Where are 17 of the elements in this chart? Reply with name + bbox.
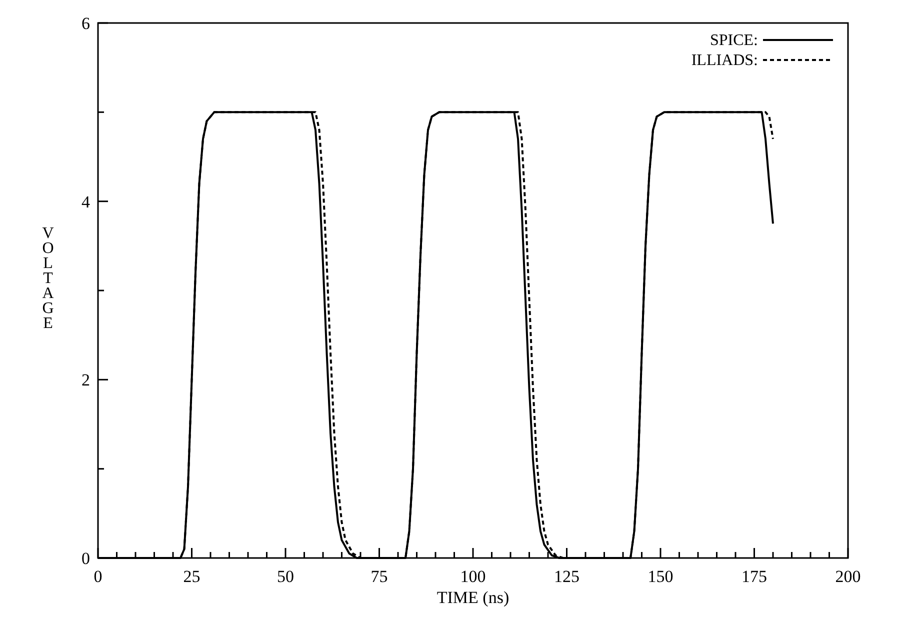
x-tick-label: 100: [460, 567, 486, 586]
legend-label: ILLIADS:: [691, 52, 758, 69]
x-tick-label: 50: [277, 567, 294, 586]
y-tick-label: 0: [82, 549, 90, 568]
y-axis-title: VOLTAGE: [42, 225, 54, 332]
x-axis-title: TIME (ns): [436, 588, 510, 607]
y-tick-label: 2: [82, 370, 90, 390]
x-tick-label: 200: [835, 567, 861, 586]
y-tick-label: 4: [82, 192, 90, 212]
y-tick-label: 6: [82, 14, 90, 33]
x-tick-label: 175: [742, 567, 767, 586]
x-tick-label: 0: [94, 567, 102, 586]
x-tick-label: 125: [554, 567, 580, 586]
x-tick-label: 25: [183, 567, 200, 586]
x-tick-label: 75: [370, 567, 388, 586]
legend-label: SPICE:: [710, 32, 758, 49]
x-tick-label: 150: [648, 567, 674, 586]
